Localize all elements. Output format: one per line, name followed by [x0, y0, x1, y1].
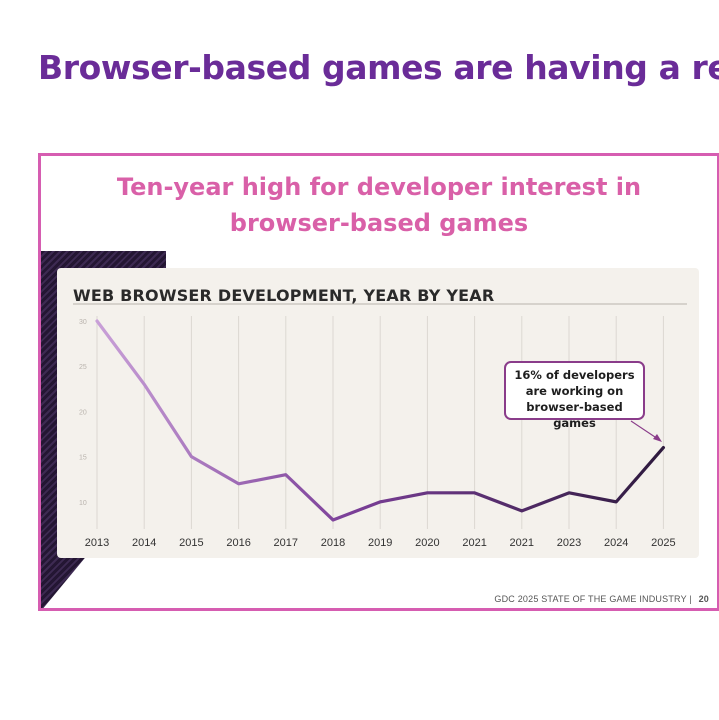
annotation-callout: 16% of developers are working on browser… [504, 361, 645, 430]
x-tick-label: 2023 [557, 537, 581, 549]
y-tick-label: 15 [79, 455, 87, 462]
x-tick-label: 2024 [604, 537, 628, 549]
y-tick-label: 30 [79, 319, 87, 326]
slide-heading-line2: browser-based games [229, 209, 529, 237]
footer-text: GDC 2025 STATE OF THE GAME INDUSTRY [494, 594, 687, 604]
x-tick-label: 2016 [226, 537, 250, 549]
x-tick-label: 2014 [132, 537, 156, 549]
chart-title: WEB BROWSER DEVELOPMENT, YEAR BY YEAR [73, 286, 495, 305]
callout-arrowhead [653, 434, 662, 442]
x-tick-label: 2015 [179, 537, 203, 549]
callout-line2: are working on [525, 384, 624, 398]
series-line [95, 319, 666, 522]
y-tick-label: 10 [79, 500, 87, 507]
slide-heading-line1: Ten-year high for developer interest in [116, 173, 642, 201]
x-tick-label: 2021 [510, 537, 534, 549]
page-number: 20 [698, 594, 709, 604]
x-tick-label: 2018 [321, 537, 345, 549]
page-title: Browser-based games are having a ren [38, 48, 719, 87]
slide-frame: Ten-year high for developer interest in … [38, 153, 719, 611]
callout-pointer [630, 420, 659, 440]
footer-separator: | [689, 594, 692, 604]
callout-line1: 16% of developers [514, 368, 635, 382]
x-tick-label: 2013 [85, 537, 109, 549]
x-tick-label: 2017 [274, 537, 298, 549]
x-tick-label: 2025 [651, 537, 675, 549]
x-tick-label: 2021 [462, 537, 486, 549]
callout-line3: browser-based games [526, 400, 623, 430]
y-tick-label: 20 [79, 409, 87, 416]
slide-footer: GDC 2025 STATE OF THE GAME INDUSTRY | 20 [494, 594, 709, 604]
y-tick-label: 25 [79, 364, 87, 371]
x-tick-label: 2020 [415, 537, 439, 549]
slide-heading: Ten-year high for developer interest in … [41, 169, 717, 241]
x-tick-label: 2019 [368, 537, 392, 549]
